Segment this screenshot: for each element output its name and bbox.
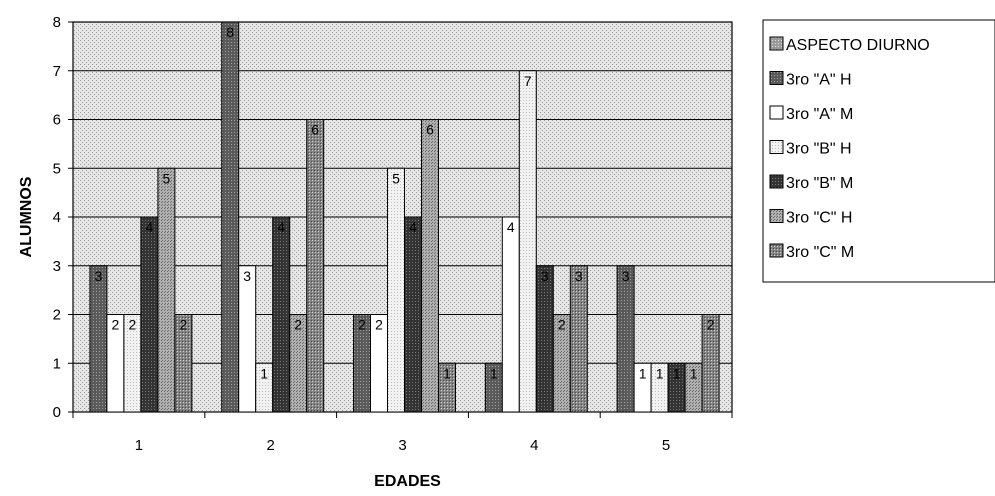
bar bbox=[387, 167, 405, 413]
data-label: 2 bbox=[180, 317, 188, 333]
data-label: 8 bbox=[226, 24, 234, 40]
bar bbox=[518, 70, 537, 413]
data-label: 1 bbox=[639, 365, 647, 381]
legend-label: ASPECTO DIURNO bbox=[786, 37, 930, 54]
legend-swatch bbox=[769, 105, 784, 120]
legend-swatch bbox=[769, 71, 784, 85]
data-label: 3 bbox=[575, 268, 583, 284]
x-tick-label: 4 bbox=[530, 437, 538, 454]
data-label: 2 bbox=[294, 317, 302, 333]
legend-swatch bbox=[769, 36, 784, 51]
legend-swatch bbox=[769, 140, 784, 154]
bar bbox=[569, 265, 588, 413]
data-label: 3 bbox=[541, 268, 549, 284]
legend-label: 3ro "C" H bbox=[786, 210, 852, 227]
data-label: 1 bbox=[443, 365, 451, 381]
y-tick-label: 2 bbox=[53, 307, 61, 324]
legend-label: 3ro "C" M bbox=[786, 244, 854, 261]
y-tick-label: 7 bbox=[53, 63, 61, 80]
data-label: 5 bbox=[392, 170, 400, 186]
legend-label: 3ro "B" M bbox=[786, 175, 853, 192]
y-tick-label: 1 bbox=[53, 355, 61, 372]
x-tick-label: 5 bbox=[662, 437, 670, 454]
legend-swatch bbox=[769, 243, 784, 258]
bar bbox=[306, 119, 325, 413]
bar bbox=[438, 362, 456, 413]
legend-swatch bbox=[769, 209, 784, 223]
data-label: 2 bbox=[707, 317, 715, 333]
data-label: 2 bbox=[129, 317, 137, 333]
data-label: 4 bbox=[146, 219, 154, 235]
y-tick-label: 0 bbox=[53, 404, 61, 421]
y-tick-label: 4 bbox=[53, 209, 61, 226]
data-label: 1 bbox=[260, 365, 268, 381]
data-label: 6 bbox=[426, 122, 434, 138]
data-label: 1 bbox=[490, 365, 498, 381]
x-tick-label: 2 bbox=[267, 437, 275, 454]
bar bbox=[272, 216, 291, 413]
legend-box bbox=[762, 19, 995, 283]
data-label: 4 bbox=[409, 219, 417, 235]
data-label: 1 bbox=[673, 365, 681, 381]
bar bbox=[421, 119, 439, 413]
data-label: 4 bbox=[277, 219, 285, 235]
data-label: 1 bbox=[690, 365, 698, 381]
data-label: 5 bbox=[163, 170, 171, 186]
bar bbox=[140, 216, 159, 413]
bar bbox=[616, 265, 635, 413]
x-tick-label: 1 bbox=[135, 437, 143, 454]
y-tick-label: 3 bbox=[53, 258, 61, 275]
data-label: 4 bbox=[507, 219, 515, 235]
y-axis-title: ALUMNOS bbox=[18, 176, 35, 257]
data-label: 3 bbox=[95, 268, 103, 284]
bar bbox=[501, 216, 520, 413]
data-label: 2 bbox=[112, 317, 120, 333]
bar bbox=[221, 21, 240, 413]
data-label: 1 bbox=[656, 365, 664, 381]
data-label: 2 bbox=[358, 317, 366, 333]
data-label: 2 bbox=[375, 317, 383, 333]
data-label: 3 bbox=[243, 268, 251, 284]
x-axis-title: EDADES bbox=[374, 473, 441, 490]
bar bbox=[701, 314, 720, 413]
data-label: 2 bbox=[558, 317, 566, 333]
y-tick-label: 8 bbox=[53, 14, 61, 31]
y-tick-label: 5 bbox=[53, 160, 61, 177]
legend-swatch bbox=[769, 174, 784, 189]
legend-label: 3ro "B" H bbox=[786, 141, 852, 158]
x-tick-label: 3 bbox=[398, 437, 406, 454]
data-label: 6 bbox=[311, 122, 319, 138]
legend-label: 3ro "A" H bbox=[786, 72, 852, 89]
bar bbox=[535, 265, 554, 413]
bar bbox=[89, 265, 108, 413]
bar bbox=[174, 314, 193, 413]
bar bbox=[157, 167, 176, 413]
legend-label: 3ro "A" M bbox=[786, 106, 853, 123]
bar bbox=[238, 265, 257, 413]
y-tick-label: 6 bbox=[53, 112, 61, 129]
data-label: 3 bbox=[622, 268, 630, 284]
data-label: 7 bbox=[524, 73, 532, 89]
bar bbox=[404, 216, 422, 413]
